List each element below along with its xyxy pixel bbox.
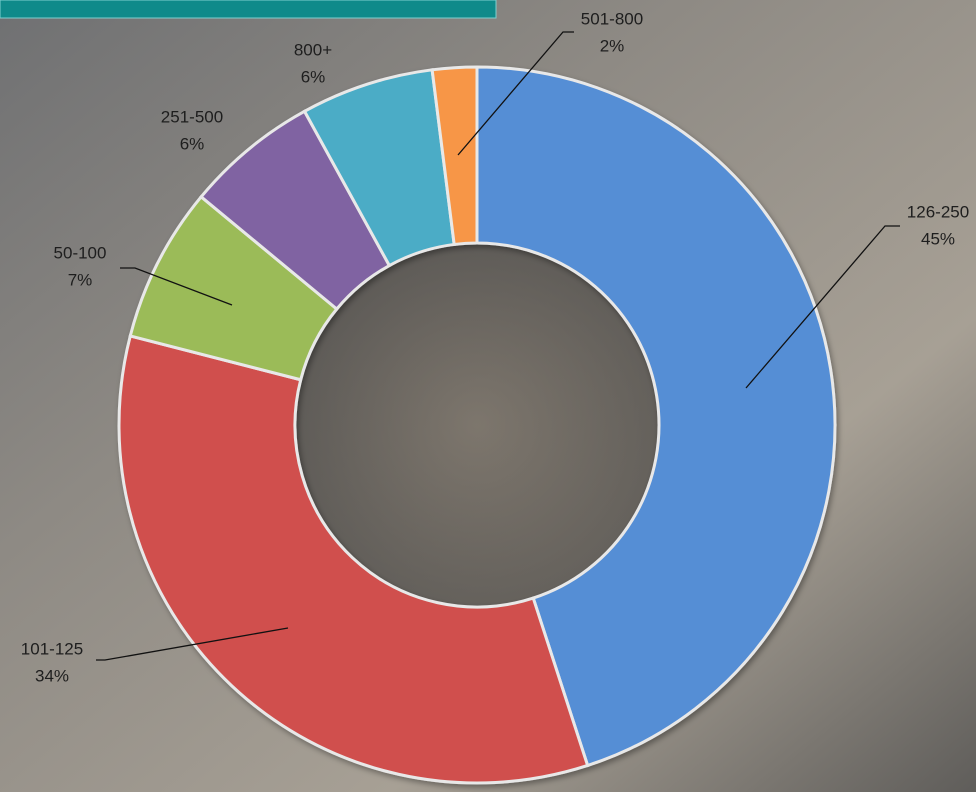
category-label: 50-100 — [54, 243, 107, 262]
value-label: 6% — [180, 134, 205, 153]
value-label: 2% — [600, 36, 625, 55]
category-label: 800+ — [294, 40, 332, 59]
value-label: 34% — [35, 666, 69, 685]
category-label: 126-250 — [907, 202, 969, 221]
category-label: 101-125 — [21, 639, 83, 658]
donut-hole — [295, 243, 659, 607]
value-label: 6% — [301, 67, 326, 86]
category-label: 501-800 — [581, 9, 643, 28]
value-label: 7% — [68, 270, 93, 289]
chart: 126-250 45% 101-125 34% 50-100 7% 251-500 6% 800… — [0, 0, 976, 792]
category-label: 251-500 — [161, 107, 223, 126]
header-bar — [0, 0, 496, 18]
page: {"chart_data": {"type": "donut", "catego… — [0, 0, 976, 792]
value-label: 45% — [921, 229, 955, 248]
